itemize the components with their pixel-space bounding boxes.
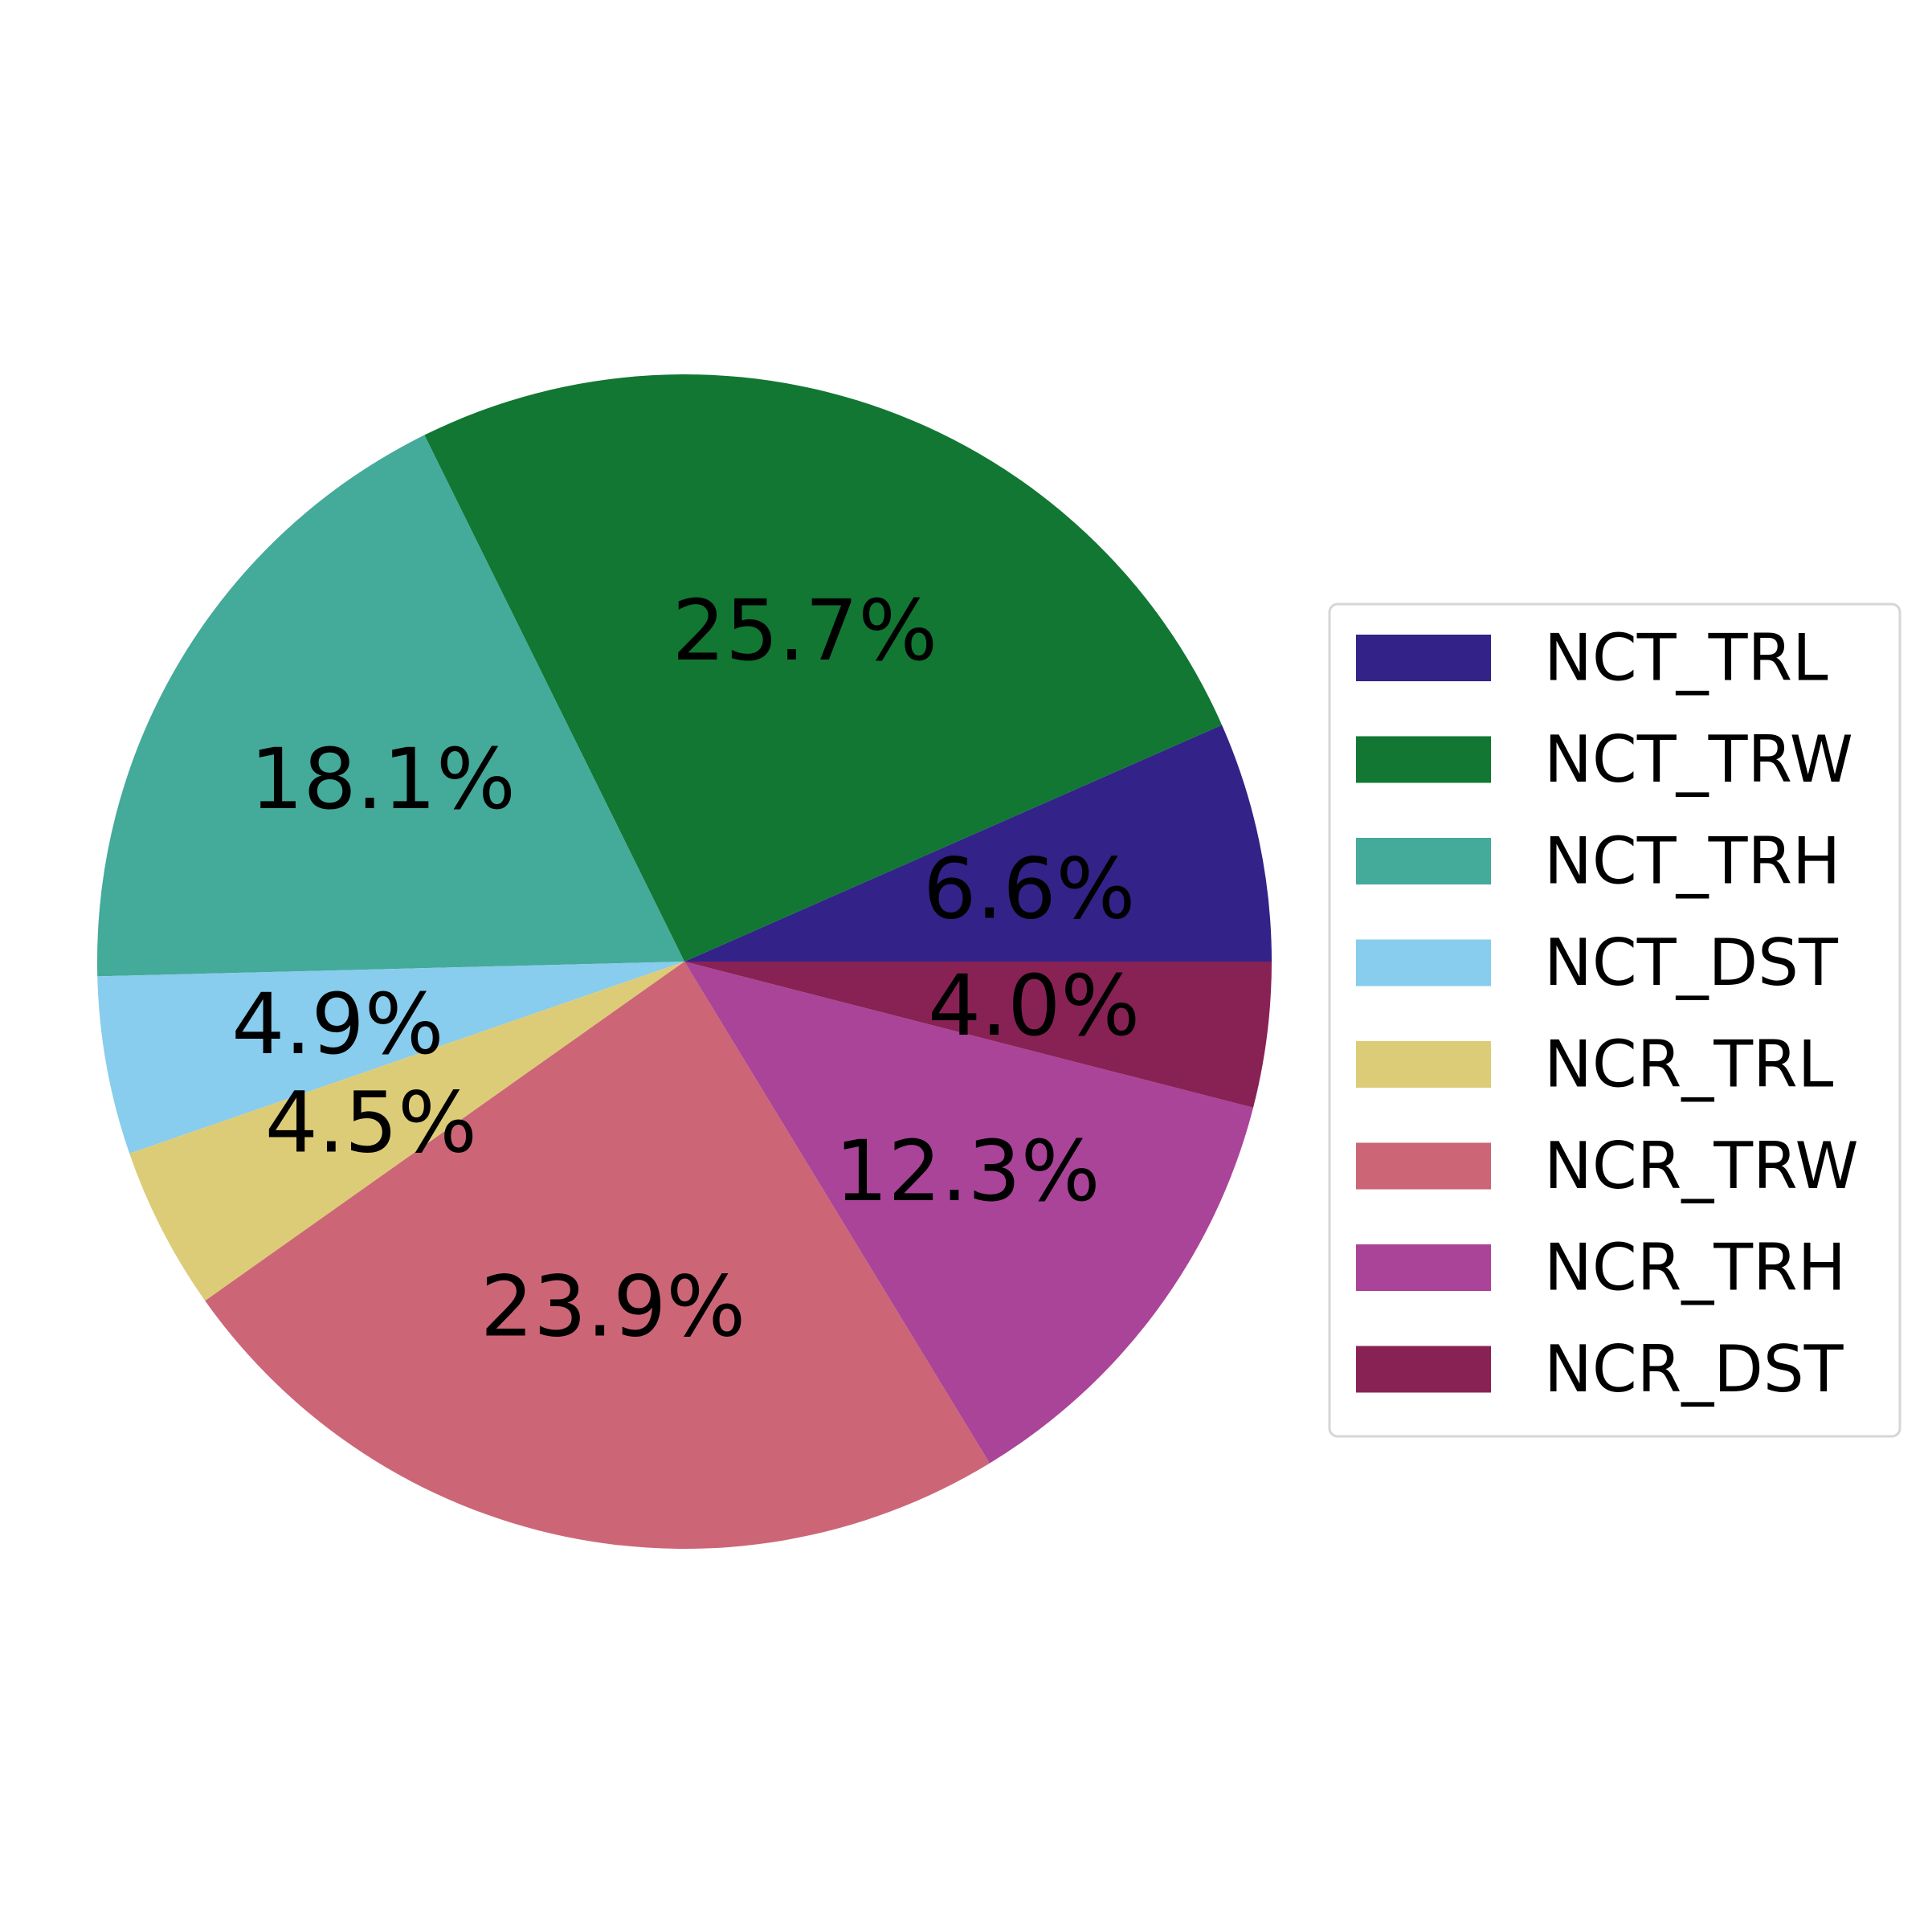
legend-swatch [1356,635,1491,681]
legend-label: NCT_TRW [1544,722,1853,797]
pie-percent-label: 4.5% [265,1073,477,1171]
legend-label: NCR_TRW [1544,1129,1859,1203]
pie-percent-label: 23.9% [480,1257,745,1355]
pie-slice-nct-trh [96,435,685,977]
legend-label: NCT_DST [1544,925,1839,1000]
pie-percent-label: 25.7% [672,582,937,680]
legend-swatch [1356,736,1491,783]
legend-swatch [1356,1041,1491,1088]
legend-label: NCT_TRH [1544,824,1840,899]
legend-label: NCR_TRL [1544,1027,1834,1102]
pie-slice-ncr-trw [205,962,990,1550]
pie-slices [96,374,1272,1550]
legend-label: NCR_TRH [1544,1231,1846,1305]
pie-percent-labels: 6.6% 25.7% 18.1% 4.9%4.5%23.9% 12.3% 4.0% [231,582,1140,1356]
pie-slice-ncr-trh [684,962,1254,1464]
legend-swatch [1356,1142,1491,1190]
legend-label: NCR_DST [1544,1332,1844,1407]
pie-slice-ncr-trl [129,962,684,1301]
legend-swatch [1356,838,1491,884]
pie-slice-nct-dst [97,962,685,1154]
pie-percent-label: 4.0% [928,957,1140,1055]
pie-percent-label: 4.9% [231,975,443,1073]
legend-entries: NCT_TRL NCT_TRW NCT_TRH NCT_DST NCR_TRL NCR_T… [1356,621,1859,1407]
pie-slice-ncr-dst [684,962,1272,1108]
legend-swatch [1356,1244,1491,1291]
pie-slice-nct-trl [684,725,1272,962]
legend-swatch [1356,1346,1491,1393]
legend-frame [1328,602,1901,1438]
pie-percent-label: 6.6% [923,840,1135,938]
legend: NCT_TRL NCT_TRW NCT_TRH NCT_DST NCR_TRL NCR_T… [1328,602,1901,1438]
legend-label: NCT_TRL [1544,621,1828,696]
pie-percent-label: 18.1% [250,730,515,828]
pie-percent-label: 12.3% [835,1122,1100,1220]
legend-swatch [1356,939,1491,986]
pie-slice-nct-trw [424,374,1223,962]
